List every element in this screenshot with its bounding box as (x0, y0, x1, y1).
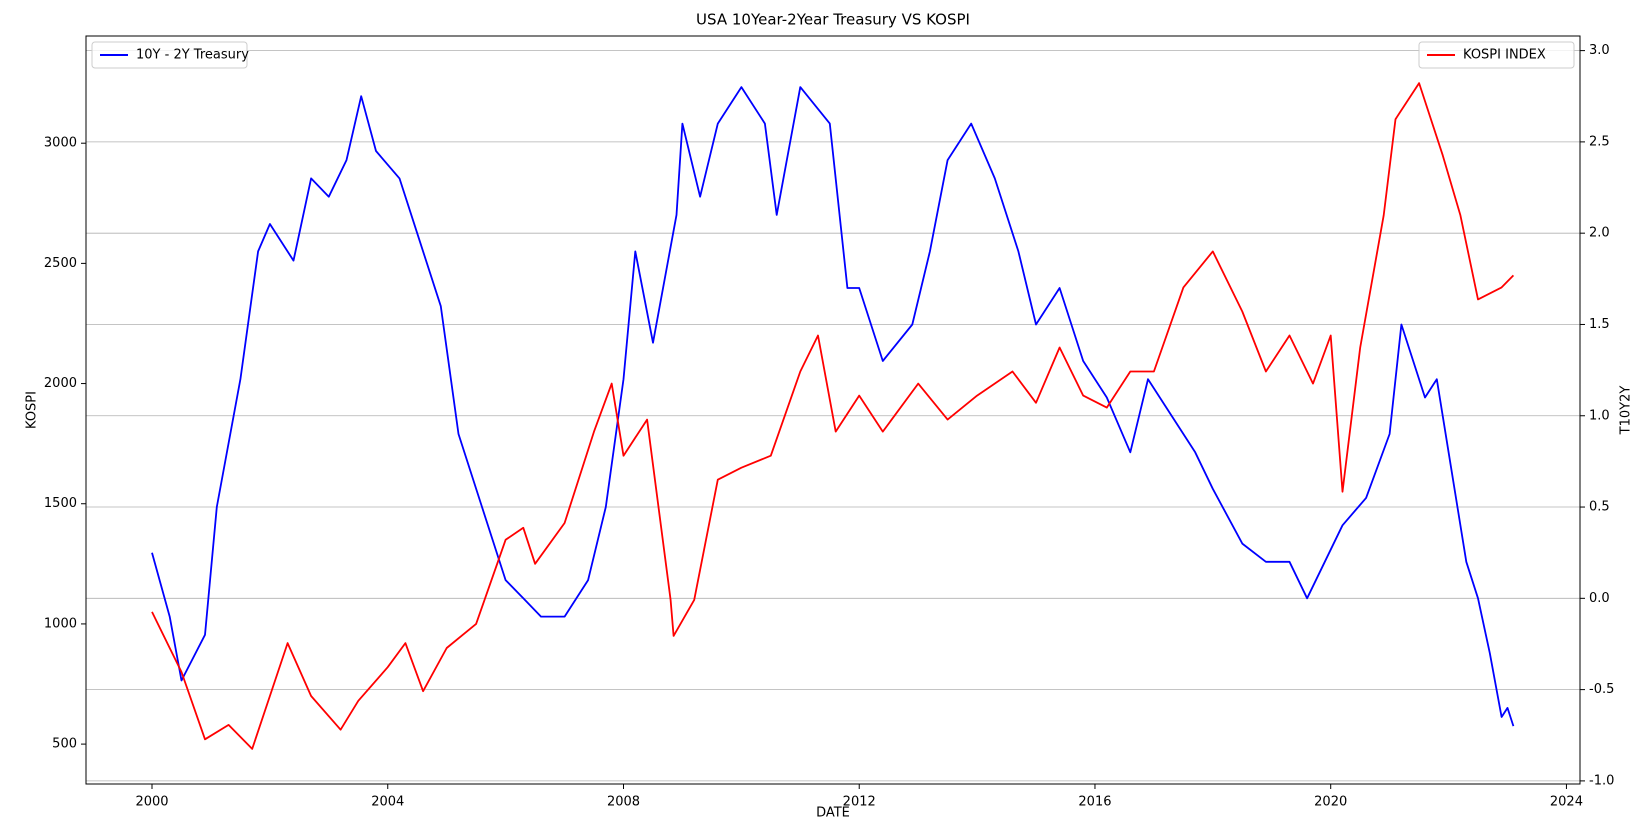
y-tick-label: 500 (52, 737, 77, 752)
legend-label: 10Y - 2Y Treasury (136, 48, 249, 63)
y2-tick-label: 0.5 (1589, 500, 1610, 515)
y2-tick-label: -0.5 (1589, 682, 1614, 697)
line-series (151, 82, 1515, 750)
legend-label: KOSPI INDEX (1463, 48, 1546, 63)
y2-tick-label: 2.5 (1589, 134, 1610, 149)
x-tick-label: 2008 (607, 795, 640, 810)
y-tick-label: 1500 (44, 496, 77, 511)
x-tick-label: 2024 (1550, 795, 1583, 810)
chart-title: USA 10Year-2Year Treasury VS KOSPI (696, 11, 970, 29)
x-tick-label: 2016 (1078, 795, 1111, 810)
legend-box (1418, 41, 1575, 69)
x-tick-label: 2000 (135, 795, 168, 810)
y-tick-label: 2500 (44, 256, 77, 271)
x-tick-label: 2020 (1314, 795, 1347, 810)
x-axis-label: DATE (816, 806, 850, 821)
y-axis-label: KOSPI (25, 391, 40, 429)
x-tick-label: 2004 (371, 795, 404, 810)
y2-tick-label: 0.0 (1589, 591, 1610, 606)
y2-tick-label: 3.0 (1589, 43, 1610, 58)
y2-axis-label: T10Y2Y (1619, 386, 1634, 436)
y-tick-label: 1000 (44, 616, 77, 631)
plot-frame (85, 35, 1581, 785)
y-tick-label: 3000 (44, 136, 77, 151)
y2-tick-label: 2.0 (1589, 226, 1610, 241)
legend-box (91, 41, 248, 69)
y2-tick-label: 1.0 (1589, 408, 1610, 423)
y2-tick-label: -1.0 (1589, 773, 1614, 788)
y-tick-label: 2000 (44, 376, 77, 391)
y2-tick-label: 1.5 (1589, 317, 1610, 332)
x-tick-label: 2012 (843, 795, 876, 810)
line-series (151, 86, 1515, 727)
